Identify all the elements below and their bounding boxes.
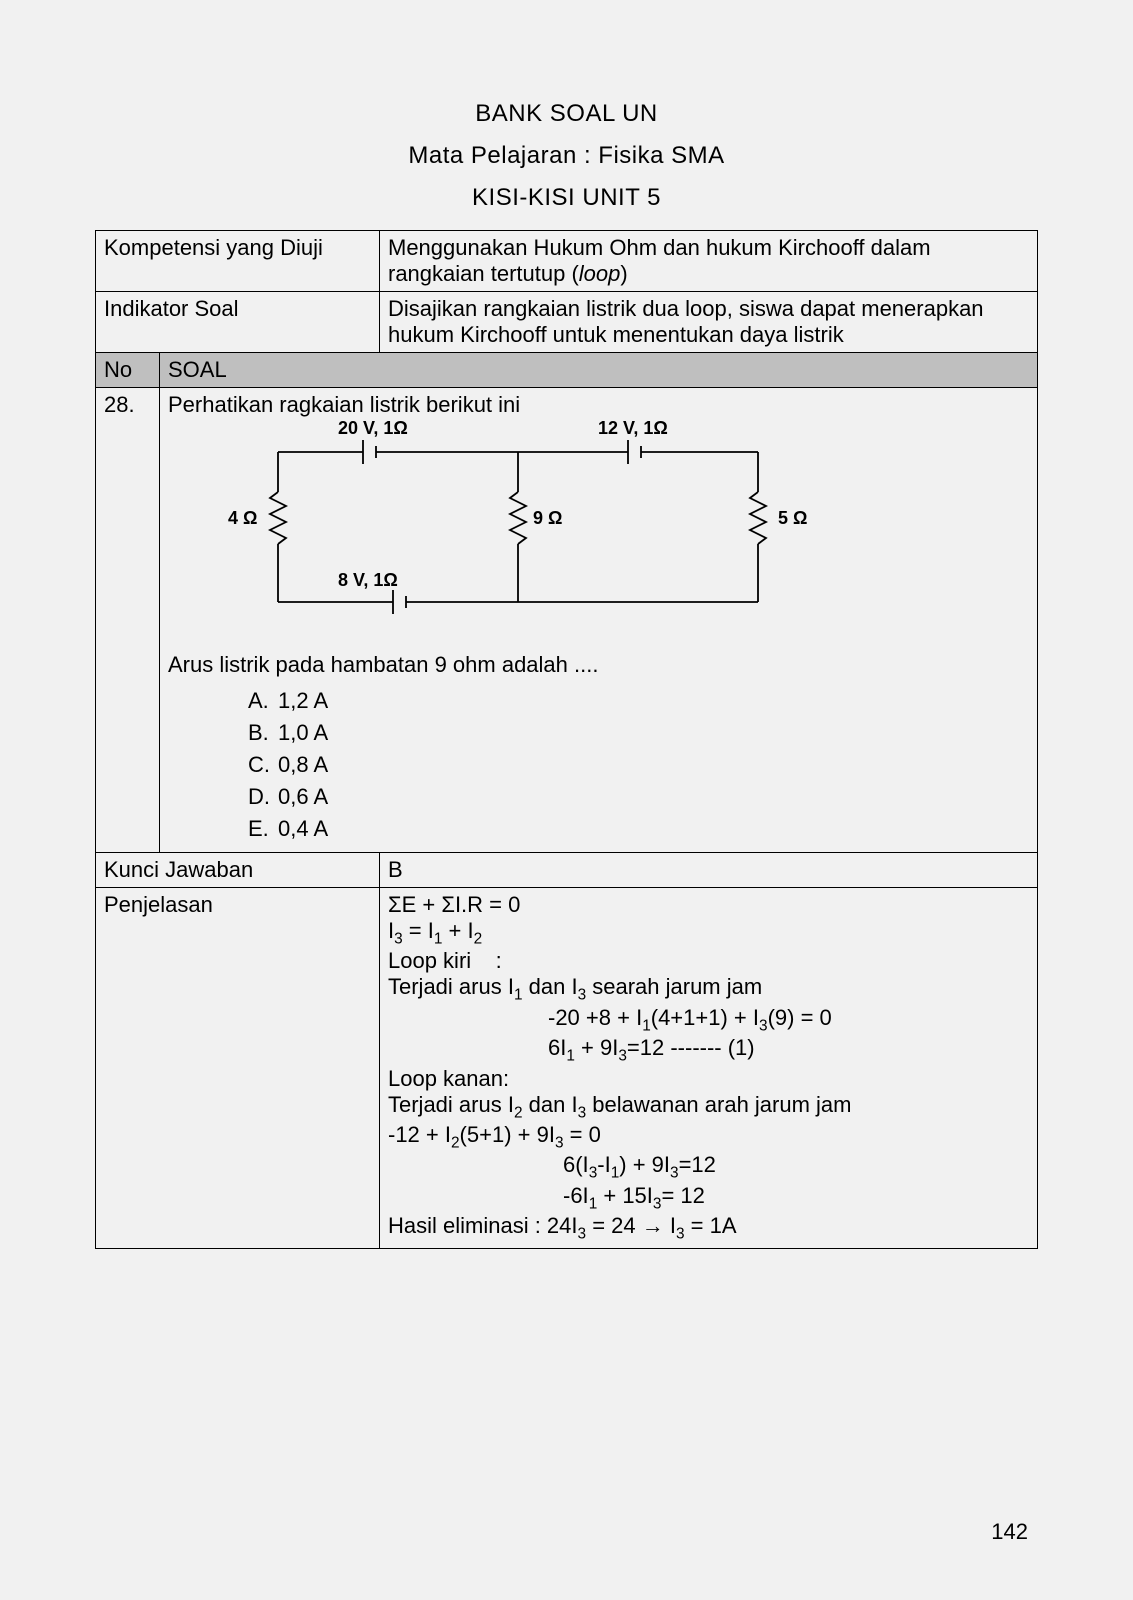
- choice-item: A.1,2 A: [248, 688, 1029, 714]
- penj-line: Loop kiri :: [388, 948, 1029, 974]
- question-row: 28. Perhatikan ragkaian listrik berikut …: [96, 388, 1038, 853]
- penj-line: -6I1 + 15I3= 12: [388, 1183, 1029, 1213]
- label-r-left: 4 Ω: [228, 508, 257, 529]
- choice-item: B.1,0 A: [248, 720, 1029, 746]
- kunci-label: Kunci Jawaban: [96, 853, 380, 888]
- label-batt1: 20 V, 1Ω: [338, 418, 408, 439]
- table-row: Kompetensi yang Diuji Menggunakan Hukum …: [96, 231, 1038, 292]
- label-r-mid: 9 Ω: [533, 508, 562, 529]
- penj-line: 6I1 + 9I3=12 ------- (1): [388, 1035, 1029, 1065]
- question-followup: Arus listrik pada hambatan 9 ohm adalah …: [168, 652, 1029, 678]
- indikator-label: Indikator Soal: [96, 292, 380, 353]
- main-table: Kompetensi yang Diuji Menggunakan Hukum …: [95, 230, 1038, 1249]
- choice-list: A.1,2 A B.1,0 A C.0,8 A D.0,6 A E.0,4 A: [248, 688, 1029, 842]
- choice-item: E.0,4 A: [248, 816, 1029, 842]
- penj-line: Hasil eliminasi : 24I3 = 24 → I3 = 1A: [388, 1213, 1029, 1243]
- label-batt2: 12 V, 1Ω: [598, 418, 668, 439]
- penj-line: ΣE + ΣI.R = 0: [388, 892, 1029, 918]
- table-row: Indikator Soal Disajikan rangkaian listr…: [96, 292, 1038, 353]
- penj-line: I3 = I1 + I2: [388, 918, 1029, 948]
- penjelasan-body: ΣE + ΣI.R = 0 I3 = I1 + I2 Loop kiri : T…: [380, 888, 1038, 1249]
- choice-item: D.0,6 A: [248, 784, 1029, 810]
- label-batt3: 8 V, 1Ω: [338, 570, 398, 591]
- title: BANK SOAL UN: [95, 100, 1038, 128]
- penj-line: -12 + I2(5+1) + 9I3 = 0: [388, 1122, 1029, 1152]
- penj-line: Terjadi arus I1 dan I3 searah jarum jam: [388, 974, 1029, 1004]
- kompetensi-label: Kompetensi yang Diuji: [96, 231, 380, 292]
- choice-item: C.0,8 A: [248, 752, 1029, 778]
- question-body: Perhatikan ragkaian listrik berikut ini: [160, 388, 1038, 853]
- question-intro: Perhatikan ragkaian listrik berikut ini: [168, 392, 1029, 418]
- label-r-right: 5 Ω: [778, 508, 807, 529]
- penj-line: 6(I3-I1) + 9I3=12: [388, 1152, 1029, 1182]
- col-no-header: No: [96, 353, 160, 388]
- page-headings: BANK SOAL UN Mata Pelajaran : Fisika SMA…: [95, 100, 1038, 212]
- kunci-value: B: [380, 853, 1038, 888]
- question-number: 28.: [96, 388, 160, 853]
- col-soal-header: SOAL: [160, 353, 1038, 388]
- penj-line: Terjadi arus I2 dan I3 belawanan arah ja…: [388, 1092, 1029, 1122]
- indikator-value: Disajikan rangkaian listrik dua loop, si…: [380, 292, 1038, 353]
- circuit-diagram: 20 V, 1Ω 12 V, 1Ω 4 Ω 9 Ω 5 Ω 8 V, 1Ω: [198, 422, 838, 642]
- unit: KISI-KISI UNIT 5: [95, 184, 1038, 212]
- page-number: 142: [991, 1519, 1028, 1545]
- subject: Mata Pelajaran : Fisika SMA: [95, 142, 1038, 170]
- penjelasan-label: Penjelasan: [96, 888, 380, 1249]
- penj-line: -20 +8 + I1(4+1+1) + I3(9) = 0: [388, 1005, 1029, 1035]
- table-header-row: No SOAL: [96, 353, 1038, 388]
- answer-row: Kunci Jawaban B: [96, 853, 1038, 888]
- explanation-row: Penjelasan ΣE + ΣI.R = 0 I3 = I1 + I2 Lo…: [96, 888, 1038, 1249]
- kompetensi-value: Menggunakan Hukum Ohm dan hukum Kirchoof…: [380, 231, 1038, 292]
- penj-line: Loop kanan:: [388, 1066, 1029, 1092]
- circuit-svg: [198, 422, 838, 642]
